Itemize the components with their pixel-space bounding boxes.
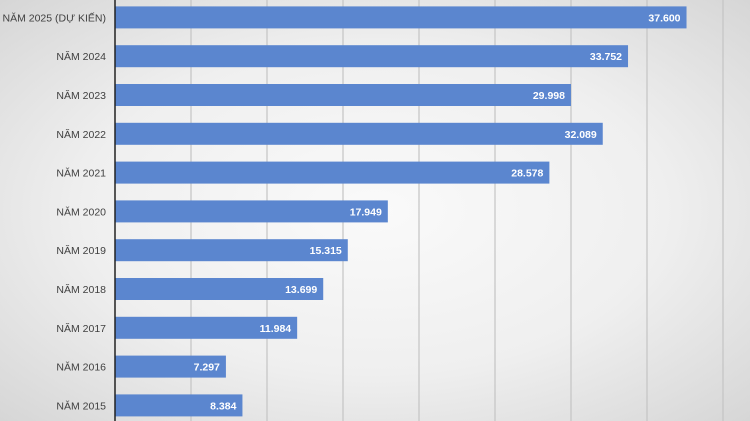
category-label: NĂM 2023 [56, 89, 106, 102]
bar [115, 278, 324, 300]
data-label: 33.752 [590, 51, 622, 63]
category-label: NĂM 2019 [56, 244, 106, 257]
category-label: NĂM 2024 [56, 50, 106, 63]
category-label: NĂM 2021 [56, 167, 106, 180]
data-label: 8.384 [210, 400, 236, 412]
bar [115, 84, 571, 106]
category-label: NĂM 2017 [56, 322, 106, 335]
data-label: 17.949 [350, 206, 382, 218]
category-label: NĂM 2016 [56, 361, 106, 374]
bar [115, 316, 298, 339]
category-label: NĂM 2022 [56, 128, 106, 141]
data-label: 28.578 [511, 168, 543, 180]
category-label: NĂM 2015 [56, 399, 106, 412]
category-label: NĂM 2018 [56, 283, 106, 296]
bar [115, 239, 348, 262]
data-label: 15.315 [310, 245, 342, 257]
data-label: 13.699 [285, 284, 317, 296]
data-label: 29.998 [533, 90, 565, 102]
bar [115, 161, 550, 184]
bar [115, 45, 629, 68]
bar [115, 355, 226, 378]
category-label: NĂM 2020 [56, 205, 106, 218]
bar [115, 6, 687, 29]
bar [115, 200, 388, 223]
data-label: 7.297 [194, 362, 220, 374]
bar [115, 394, 243, 417]
data-label: 32.089 [565, 129, 597, 141]
data-label: 11.984 [260, 323, 292, 335]
data-label: 37.600 [648, 12, 680, 24]
bar [115, 122, 603, 145]
category-label: NĂM 2025 (DỰ KIẾN) [3, 11, 107, 24]
